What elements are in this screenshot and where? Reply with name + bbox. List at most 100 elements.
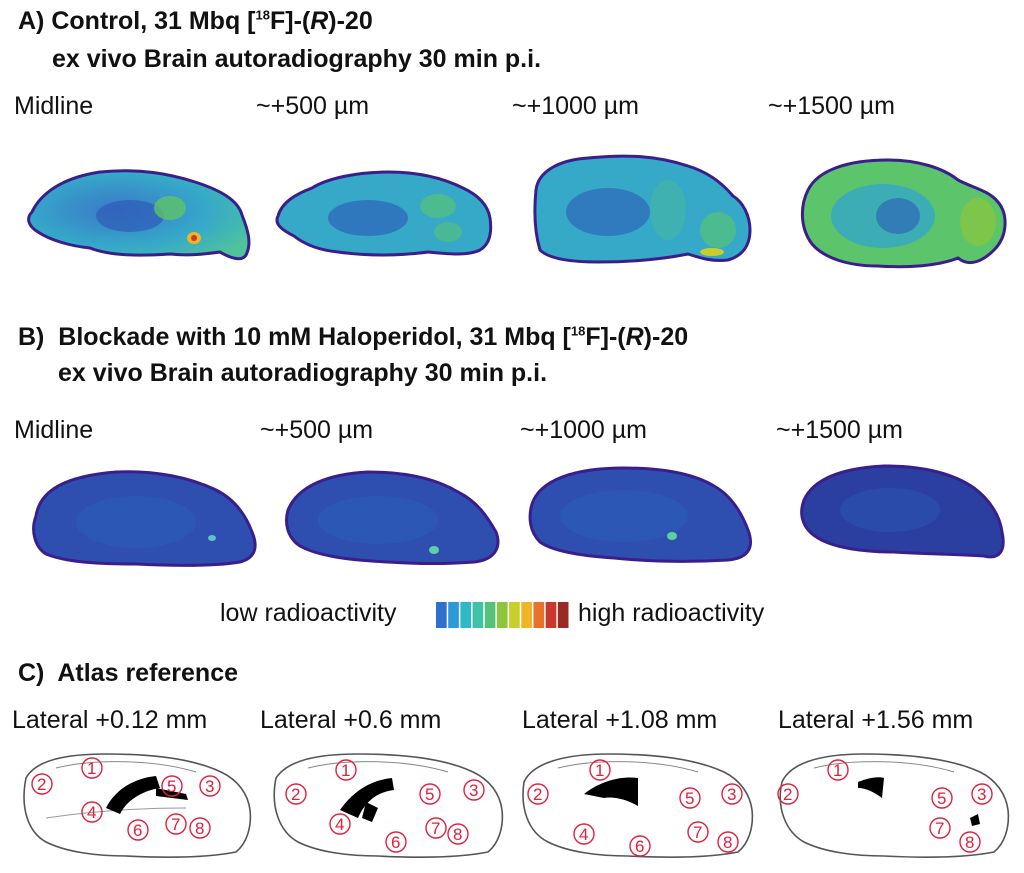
atlas-108-txt-6: 6 <box>635 837 644 856</box>
panel-a-brain-500 <box>268 160 508 280</box>
atlas-108-num-8 <box>717 831 739 853</box>
atlas-012-txt-5: 5 <box>167 777 176 796</box>
atlas-06-txt-4: 4 <box>335 815 344 834</box>
atlas-012: 1 2 3 4 5 6 7 8 <box>16 748 256 863</box>
atlas-012-num-7 <box>165 813 187 835</box>
colorbar-high-label: high radioactivity <box>578 599 765 627</box>
colorbar-segment <box>460 602 472 628</box>
atlas-108-num-3 <box>721 783 743 805</box>
atlas-06-num-1 <box>335 759 357 781</box>
panel-c-label-108: Lateral +1.08 mm <box>522 706 718 734</box>
atlas-108-txt-8: 8 <box>723 833 732 852</box>
atlas-108-num-6 <box>629 835 651 857</box>
atlas-012-num-5 <box>161 775 183 797</box>
panel-a-brain-1500 <box>788 150 1018 280</box>
panel-b-label-500: ~+500 µm <box>260 416 374 444</box>
panel-c-label-06: Lateral +0.6 mm <box>260 706 442 734</box>
panel-c-title: C) Atlas reference <box>18 659 239 687</box>
atlas-06-svg: 1 2 3 4 5 6 7 8 <box>273 753 504 858</box>
atlas-156-num-8 <box>959 831 981 853</box>
atlas-06-num-7 <box>425 817 447 839</box>
atlas-06-num-8 <box>447 823 469 845</box>
atlas-156: 1 2 3 5 7 8 <box>774 748 1014 863</box>
atlas-156-txt-1: 1 <box>833 761 842 780</box>
atlas-06-txt-2: 2 <box>291 785 300 804</box>
panel-a-label-1500: ~+1500 µm <box>768 92 895 120</box>
atlas-108-num-2 <box>527 783 549 805</box>
colorbar-segment <box>545 602 557 628</box>
atlas-06-txt-8: 8 <box>453 825 462 844</box>
atlas-012-num-2 <box>31 773 53 795</box>
atlas-012-txt-3: 3 <box>205 777 214 796</box>
atlas-06-num-6 <box>385 831 407 853</box>
atlas-156-txt-5: 5 <box>937 789 946 808</box>
panel-b-brain-500 <box>278 466 508 576</box>
atlas-156-svg: 1 2 3 5 7 8 <box>777 753 1010 858</box>
atlas-156-txt-3: 3 <box>977 785 986 804</box>
atlas-156-num-7 <box>929 817 951 839</box>
atlas-156-txt-2: 2 <box>783 785 792 804</box>
atlas-108-num-1 <box>589 759 611 781</box>
panel-b-subtitle: ex vivo Brain autoradiography 30 min p.i… <box>58 359 548 387</box>
atlas-108-num-4 <box>573 823 595 845</box>
atlas-156-txt-8: 8 <box>965 833 974 852</box>
atlas-06-num-5 <box>419 783 441 805</box>
panel-b-label-1000: ~+1000 µm <box>520 416 647 444</box>
colorbar-segment <box>496 602 508 628</box>
atlas-012-txt-2: 2 <box>37 775 46 794</box>
atlas-012-txt-1: 1 <box>87 759 96 778</box>
atlas-012-txt-6: 6 <box>133 821 142 840</box>
panel-c-label-012: Lateral +0.12 mm <box>12 706 208 734</box>
panel-a-label-500: ~+500 µm <box>256 92 370 120</box>
colorbar-segment <box>509 602 520 628</box>
panel-b-label-midline: Midline <box>14 416 94 444</box>
atlas-012-txt-7: 7 <box>171 815 180 834</box>
colorbar-segment <box>557 602 569 628</box>
colorbar-segment <box>521 602 532 628</box>
panel-c-label-156: Lateral +1.56 mm <box>778 706 974 734</box>
atlas-012-num-6 <box>127 819 149 841</box>
colorbar-scale <box>436 602 570 628</box>
colorbar-svg <box>436 602 569 628</box>
atlas-156-num-5 <box>931 787 953 809</box>
colorbar-low-label: low radioactivity <box>220 599 397 627</box>
atlas-156-num-3 <box>971 783 993 805</box>
atlas-156-num-1 <box>827 759 849 781</box>
atlas-108-num-5 <box>679 787 701 809</box>
panel-b-label-1500: ~+1500 µm <box>776 416 903 444</box>
atlas-012-num-4 <box>81 801 103 823</box>
panel-b-brain-1000 <box>524 460 764 575</box>
atlas-012-num-1 <box>81 757 103 779</box>
panel-a-label-midline: Midline <box>14 92 94 120</box>
atlas-06-txt-7: 7 <box>431 819 440 838</box>
panel-a-subtitle: ex vivo Brain autoradiography 30 min p.i… <box>52 45 542 73</box>
atlas-012-txt-4: 4 <box>87 803 96 822</box>
atlas-108-txt-7: 7 <box>693 823 702 842</box>
atlas-108-txt-2: 2 <box>533 785 542 804</box>
atlas-108-txt-1: 1 <box>595 761 604 780</box>
atlas-06-txt-1: 1 <box>341 761 350 780</box>
atlas-108: 1 2 3 4 5 6 7 8 <box>518 748 758 863</box>
atlas-108-svg: 1 2 3 4 5 6 7 8 <box>522 753 754 858</box>
atlas-06-num-3 <box>463 779 485 801</box>
atlas-108-num-7 <box>687 821 709 843</box>
panel-b-title: B) Blockade with 10 mM Haloperidol, 31 M… <box>18 323 689 351</box>
atlas-108-txt-3: 3 <box>727 785 736 804</box>
atlas-06-txt-6: 6 <box>391 833 400 852</box>
atlas-06-txt-3: 3 <box>469 781 478 800</box>
atlas-06: 1 2 3 4 5 6 7 8 <box>268 748 508 863</box>
panel-b-brain-1500 <box>794 460 1014 575</box>
atlas-06-num-4 <box>329 813 351 835</box>
colorbar-segment <box>533 602 545 628</box>
atlas-012-svg: 1 2 3 4 5 6 7 8 <box>23 753 252 858</box>
atlas-156-txt-7: 7 <box>935 819 944 838</box>
panel-a-brain-1000 <box>528 150 768 280</box>
atlas-012-num-8 <box>189 817 211 839</box>
atlas-108-txt-4: 4 <box>579 825 588 844</box>
atlas-156-num-2 <box>777 783 799 805</box>
atlas-108-txt-5: 5 <box>685 789 694 808</box>
panel-a-label-1000: ~+1000 µm <box>512 92 639 120</box>
panel-a-title: A) Control, 31 Mbq [18F]-(R)-20 <box>18 7 373 35</box>
colorbar-segment <box>484 602 496 628</box>
atlas-012-txt-8: 8 <box>195 819 204 838</box>
